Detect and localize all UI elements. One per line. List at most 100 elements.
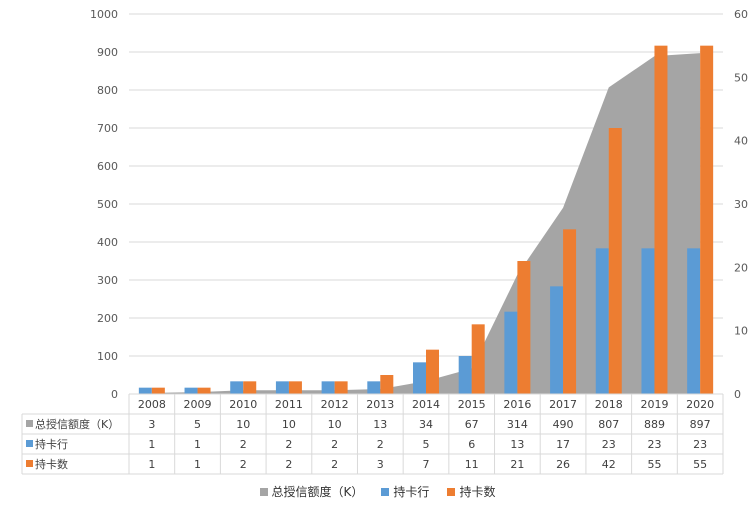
y-left-tick-label: 300 [97,274,118,287]
bar-card-banks [458,356,472,394]
y-right-tick-label: 20 [734,261,748,274]
bar-card-banks [184,387,198,394]
legend-label: 持卡行 [393,485,430,499]
category-label: 2010 [229,398,257,411]
category-label: 2013 [366,398,394,411]
bar-card-count [151,387,165,394]
bar-card-count [243,381,257,394]
legend-key-swatch [26,440,33,447]
data-table-value: 10 [328,418,342,431]
y-right-tick-label: 30 [734,198,748,211]
data-table-value: 13 [373,418,387,431]
y-right-tick-label: 10 [734,325,748,338]
bar-card-count [380,375,394,394]
data-table-value: 7 [423,458,430,471]
data-table-value: 10 [282,418,296,431]
y-left-tick-label: 500 [97,198,118,211]
legend-key-swatch [26,460,33,467]
data-table-value: 5 [194,418,201,431]
table-row-label: 持卡行 [35,437,68,451]
y-left-tick-label: 400 [97,236,118,249]
legend-swatch [259,487,268,496]
bar-card-count [288,381,302,394]
category-label: 2017 [549,398,577,411]
data-table-value: 807 [598,418,619,431]
bar-card-banks [138,387,152,394]
data-table-value: 2 [377,438,384,451]
category-label: 2008 [138,398,166,411]
data-table-value: 17 [556,438,570,451]
category-label: 2020 [686,398,714,411]
data-table-value: 23 [647,438,661,451]
data-table-value: 67 [465,418,479,431]
category-label: 2009 [184,398,212,411]
legend-item: 持卡行 [381,483,429,500]
y-left-tick-label: 100 [97,350,118,363]
bar-card-count [426,349,439,394]
category-label: 2018 [595,398,623,411]
category-label: 2011 [275,398,303,411]
data-table-value: 23 [693,438,707,451]
bar-card-banks [230,381,244,394]
data-table-value: 26 [556,458,570,471]
data-table-value: 2 [240,438,247,451]
y-left-tick-label: 800 [97,84,118,97]
bar-card-banks [504,311,518,394]
data-table-value: 11 [465,458,479,471]
bar-card-banks [367,381,381,394]
bar-card-banks [595,248,609,394]
bar-card-banks [687,248,701,394]
y-left-tick-label: 700 [97,122,118,135]
data-table-value: 2 [240,458,247,471]
data-table-value: 897 [690,418,711,431]
y-left-tick-label: 600 [97,160,118,173]
data-table-value: 21 [510,458,524,471]
data-table-value: 1 [148,458,155,471]
data-table-value: 3 [377,458,384,471]
data-table-value: 490 [553,418,574,431]
data-table-value: 2 [331,438,338,451]
legend-swatch [381,487,390,496]
legend-swatch [447,487,456,496]
data-table-value: 55 [693,458,707,471]
data-table-value: 1 [194,458,201,471]
legend-item: 总授信额度（K） [259,483,364,500]
data-table-value: 42 [602,458,616,471]
y-left-tick-label: 200 [97,312,118,325]
y-left-tick-label: 900 [97,46,118,59]
data-table-value: 3 [148,418,155,431]
data-table-value: 23 [602,438,616,451]
y-right-tick-label: 0 [734,388,741,401]
y-left-tick-label: 1000 [90,8,118,21]
legend-label: 总授信额度（K） [271,485,364,499]
y-right-tick-label: 50 [734,71,748,84]
data-table-value: 1 [148,438,155,451]
legend-label: 持卡数 [459,485,496,499]
data-table-value: 2 [285,458,292,471]
data-table-value: 10 [236,418,250,431]
legend-key-swatch [26,420,33,427]
table-row-label: 持卡数 [35,457,68,471]
bar-card-banks [413,362,426,394]
data-table-value: 5 [423,438,430,451]
data-table-value: 889 [644,418,665,431]
data-table-value: 314 [507,418,528,431]
data-table-value: 55 [647,458,661,471]
bar-card-banks [550,286,564,394]
bar-card-count [471,324,485,394]
category-label: 2019 [640,398,668,411]
data-table-value: 34 [419,418,433,431]
legend-item: 持卡数 [447,483,495,500]
category-label: 2014 [412,398,440,411]
category-label: 2012 [321,398,349,411]
chart-legend: 总授信额度（K） 持卡行 持卡数 [0,483,755,500]
y-right-tick-label: 60 [734,8,748,21]
y-right-tick-label: 40 [734,135,748,148]
bar-card-count [334,381,348,394]
data-table-value: 6 [468,438,475,451]
bar-card-count [197,387,211,394]
table-row-label: 总授信额度（K） [35,417,119,431]
bar-card-count [517,261,531,394]
